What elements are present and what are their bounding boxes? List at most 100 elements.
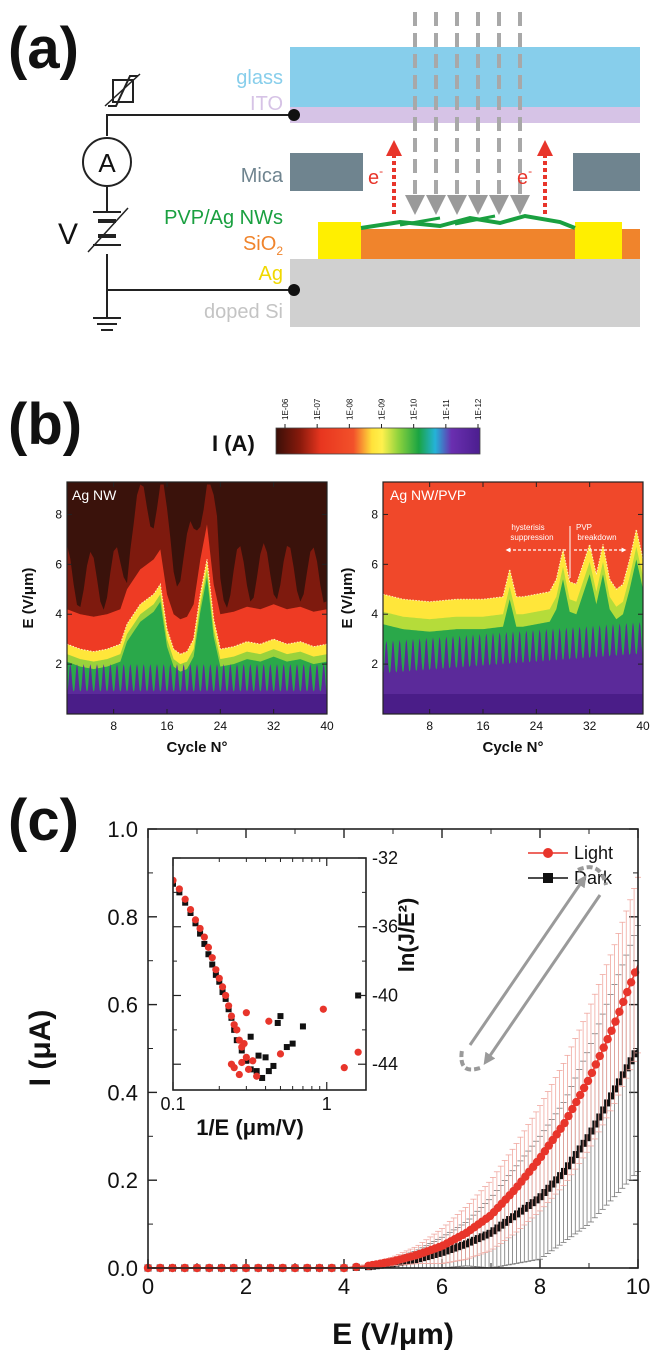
colorbar-tick-label: 1E-07 (313, 398, 322, 420)
data-point (486, 1229, 494, 1237)
y-tick-label: 6 (371, 557, 378, 571)
ito-contact-dot (288, 109, 300, 121)
data-point (352, 1262, 361, 1272)
sio2-label: SiO2 (243, 233, 283, 258)
data-point (560, 1118, 569, 1128)
colorbar-tick-label: 1E-09 (378, 398, 387, 420)
inset-data-point (253, 1072, 261, 1080)
data-point (443, 1247, 451, 1255)
data-point (575, 1090, 585, 1100)
data-point (463, 1240, 470, 1248)
inset-data-point (255, 1052, 262, 1059)
inset-data-point (274, 1019, 281, 1026)
data-point (435, 1249, 443, 1257)
y-tick-label: 0.6 (107, 993, 138, 1018)
data-point (451, 1244, 459, 1252)
circuit (87, 73, 293, 331)
data-point (623, 1064, 631, 1072)
panel-a-schematic: (a) e- e- glass ITO Mica PVP/Ag NWs SiO2… (8, 12, 640, 331)
inset-data-point (200, 933, 208, 941)
fn-inset-plot (173, 876, 362, 1081)
data-point (525, 1201, 533, 1209)
inset-data-point (201, 940, 208, 947)
inset-data-point (276, 1050, 285, 1058)
inset-data-point (265, 1017, 273, 1025)
y-tick-label: 2 (55, 657, 62, 671)
data-point (553, 1176, 561, 1184)
y-tick-label: 4 (55, 607, 62, 621)
inset-y-tick-label: -32 (372, 848, 398, 868)
colorbar-label: I (A) (212, 431, 255, 456)
heatmap-title: Ag NW/PVP (390, 487, 466, 503)
inset-data-point (283, 1044, 290, 1051)
x-tick-label: 32 (267, 719, 281, 733)
panel-label-a: (a) (8, 16, 79, 81)
data-point (502, 1218, 510, 1226)
data-point (623, 987, 632, 997)
data-point (630, 968, 640, 977)
inset-data-point (242, 1009, 250, 1017)
colorbar-tick-label: 1E-06 (281, 398, 290, 420)
inset-data-point (270, 1062, 277, 1069)
inset-data-point (247, 1033, 254, 1040)
y-axis-title: I (μA) (24, 1010, 57, 1087)
y-axis-title: E (V/μm) (20, 568, 37, 629)
data-point (439, 1248, 447, 1256)
inset-y-tick-label: -44 (372, 1054, 398, 1074)
inset-y-tick-label: -36 (372, 917, 398, 937)
inset-x-tick-label: 0.1 (160, 1094, 185, 1114)
inset-x-tick-label: 1 (322, 1094, 332, 1114)
electron-label-left: e- (368, 164, 383, 189)
data-point (583, 1076, 593, 1086)
ammeter-symbol (82, 137, 132, 187)
heatmap-frame (382, 481, 644, 715)
data-point (580, 1139, 588, 1147)
inset-data-point (240, 1040, 248, 1048)
x-tick-label: 24 (214, 719, 228, 733)
inset-data-point (299, 1023, 306, 1030)
nanowire-segment (399, 216, 441, 227)
annotation-breakdown: breakdown (577, 533, 616, 542)
data-point (510, 1213, 518, 1221)
inset-data-point (238, 1058, 246, 1067)
panel-c-iv: (c) 0 2 4 6 8 10 0.0 0.2 0.4 0.6 0.8 1.0 I (μA) E (… (8, 788, 650, 1351)
ito-label: ITO (250, 93, 283, 115)
inset-data-point (204, 943, 213, 951)
x-tick-label: 6 (436, 1274, 448, 1299)
y-tick-label: 6 (55, 557, 62, 571)
inset-data-point (249, 1057, 257, 1065)
data-point (447, 1245, 455, 1253)
data-point (600, 1106, 608, 1114)
ag-electrode-right (575, 222, 622, 259)
x-tick-label: 8 (110, 719, 117, 733)
data-point (427, 1252, 435, 1260)
data-point (494, 1224, 502, 1232)
voltage-label: V (58, 218, 78, 251)
inset-data-point (235, 1070, 243, 1079)
inset-data-point (265, 1068, 272, 1075)
data-point (466, 1238, 474, 1246)
data-point (619, 997, 628, 1007)
data-point (517, 1207, 525, 1215)
colorbar-tick-label: 1E-11 (442, 399, 451, 420)
y-tick-label: 0.0 (107, 1256, 138, 1281)
inset-data-point (253, 1068, 260, 1075)
pvp-agnw-label: PVP/Ag NWs (164, 207, 283, 229)
x-tick-label: 2 (240, 1274, 252, 1299)
x-axis-title: Cycle N° (166, 739, 227, 756)
x-tick-label: 10 (626, 1274, 650, 1299)
data-point (506, 1216, 514, 1224)
panel-label-b: (b) (8, 392, 82, 457)
data-point (588, 1127, 596, 1135)
inset-data-point (354, 1048, 362, 1056)
data-point (608, 1092, 616, 1100)
data-point (529, 1199, 537, 1207)
ammeter-label: A (98, 148, 116, 178)
inset-data-point (215, 974, 223, 982)
inset-data-point (262, 1054, 269, 1061)
inset-data-point (205, 951, 212, 958)
data-point (576, 1145, 584, 1153)
x-axis-title: E (V/μm) (332, 1318, 454, 1351)
inset-data-point (233, 1026, 241, 1034)
